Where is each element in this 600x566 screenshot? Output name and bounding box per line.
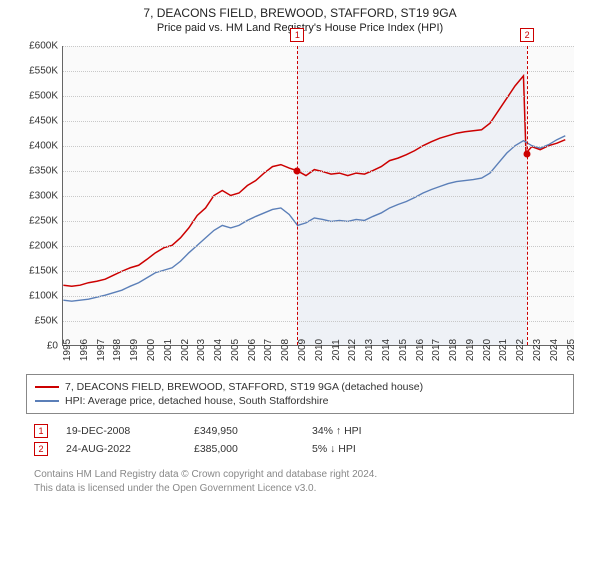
series-line-property (63, 76, 565, 286)
x-axis-label: 2020 (482, 339, 493, 361)
y-axis-label: £400K (18, 141, 58, 152)
gridline (63, 296, 574, 297)
x-axis-label: 2007 (263, 339, 274, 361)
transaction-index-badge: 1 (34, 424, 48, 438)
x-axis-label: 2016 (415, 339, 426, 361)
legend-item: 7, DEACONS FIELD, BREWOOD, STAFFORD, ST1… (35, 381, 565, 393)
x-axis-label: 2024 (549, 339, 560, 361)
transaction-row: 2 24-AUG-2022 £385,000 5% ↓ HPI (34, 442, 566, 456)
x-axis-label: 1997 (96, 339, 107, 361)
footer-line-1: Contains HM Land Registry data © Crown c… (34, 468, 566, 482)
gridline (63, 271, 574, 272)
chart-title: 7, DEACONS FIELD, BREWOOD, STAFFORD, ST1… (0, 6, 600, 20)
legend-box: 7, DEACONS FIELD, BREWOOD, STAFFORD, ST1… (26, 374, 574, 414)
x-axis-label: 2021 (498, 339, 509, 361)
x-axis-label: 2005 (230, 339, 241, 361)
x-axis-label: 1999 (129, 339, 140, 361)
y-axis-label: £50K (18, 316, 58, 327)
marker-dot-1 (294, 168, 301, 175)
x-axis-label: 2006 (247, 339, 258, 361)
x-axis-label: 2015 (398, 339, 409, 361)
chart-container: 12 £0 £50K £100K £150K £200K £250K £300K £350K £… (20, 42, 580, 372)
x-axis-label: 2023 (532, 339, 543, 361)
x-axis-label: 2018 (448, 339, 459, 361)
gridline (63, 221, 574, 222)
gridline (63, 71, 574, 72)
x-axis-label: 2014 (381, 339, 392, 361)
x-axis-label: 2000 (146, 339, 157, 361)
marker-badge-1: 1 (290, 28, 304, 42)
x-axis-label: 1996 (79, 339, 90, 361)
x-axis-label: 2001 (163, 339, 174, 361)
series-line-hpi (63, 136, 565, 301)
x-axis-label: 2004 (213, 339, 224, 361)
y-axis-label: £300K (18, 191, 58, 202)
gridline (63, 321, 574, 322)
y-axis-label: £200K (18, 241, 58, 252)
x-axis-label: 2022 (515, 339, 526, 361)
gridline (63, 96, 574, 97)
gridline (63, 146, 574, 147)
transaction-date: 24-AUG-2022 (66, 443, 176, 455)
gridline (63, 121, 574, 122)
x-axis-label: 2008 (280, 339, 291, 361)
transaction-index-badge: 2 (34, 442, 48, 456)
gridline (63, 171, 574, 172)
marker-line-2 (527, 46, 528, 345)
x-axis-label: 2013 (364, 339, 375, 361)
transaction-list: 1 19-DEC-2008 £349,950 34% ↑ HPI 2 24-AUG-202… (26, 418, 574, 462)
gridline (63, 246, 574, 247)
x-axis-label: 2010 (314, 339, 325, 361)
y-axis-label: £0 (18, 341, 58, 352)
gridline (63, 46, 574, 47)
x-axis-label: 2002 (180, 339, 191, 361)
y-axis-label: £500K (18, 91, 58, 102)
y-axis-label: £600K (18, 41, 58, 52)
legend-swatch (35, 400, 59, 402)
y-axis-label: £100K (18, 291, 58, 302)
legend-label: 7, DEACONS FIELD, BREWOOD, STAFFORD, ST1… (65, 381, 423, 393)
y-axis-label: £350K (18, 166, 58, 177)
footer-line-2: This data is licensed under the Open Gov… (34, 482, 566, 496)
x-axis-label: 1995 (62, 339, 73, 361)
transaction-price: £385,000 (194, 443, 294, 455)
x-axis-label: 1998 (112, 339, 123, 361)
transaction-price: £349,950 (194, 425, 294, 437)
transaction-date: 19-DEC-2008 (66, 425, 176, 437)
attribution-footer: Contains HM Land Registry data © Crown c… (26, 468, 574, 495)
marker-dot-2 (524, 150, 531, 157)
marker-badge-2: 2 (520, 28, 534, 42)
x-axis-label: 2012 (347, 339, 358, 361)
y-axis-label: £450K (18, 116, 58, 127)
transaction-row: 1 19-DEC-2008 £349,950 34% ↑ HPI (34, 424, 566, 438)
x-axis-label: 2009 (297, 339, 308, 361)
x-axis-label: 2011 (331, 339, 342, 361)
legend-item: HPI: Average price, detached house, Sout… (35, 395, 565, 407)
y-axis-label: £150K (18, 266, 58, 277)
transaction-diff: 5% ↓ HPI (312, 443, 422, 455)
gridline (63, 196, 574, 197)
transaction-diff: 34% ↑ HPI (312, 425, 422, 437)
legend-label: HPI: Average price, detached house, Sout… (65, 395, 328, 407)
plot-area: 12 (62, 46, 574, 346)
y-axis-label: £250K (18, 216, 58, 227)
y-axis-label: £550K (18, 66, 58, 77)
x-axis-label: 2019 (465, 339, 476, 361)
x-axis-label: 2017 (431, 339, 442, 361)
legend-swatch (35, 386, 59, 388)
marker-line-1 (297, 46, 298, 345)
x-axis-label: 2025 (566, 339, 577, 361)
x-axis-label: 2003 (196, 339, 207, 361)
